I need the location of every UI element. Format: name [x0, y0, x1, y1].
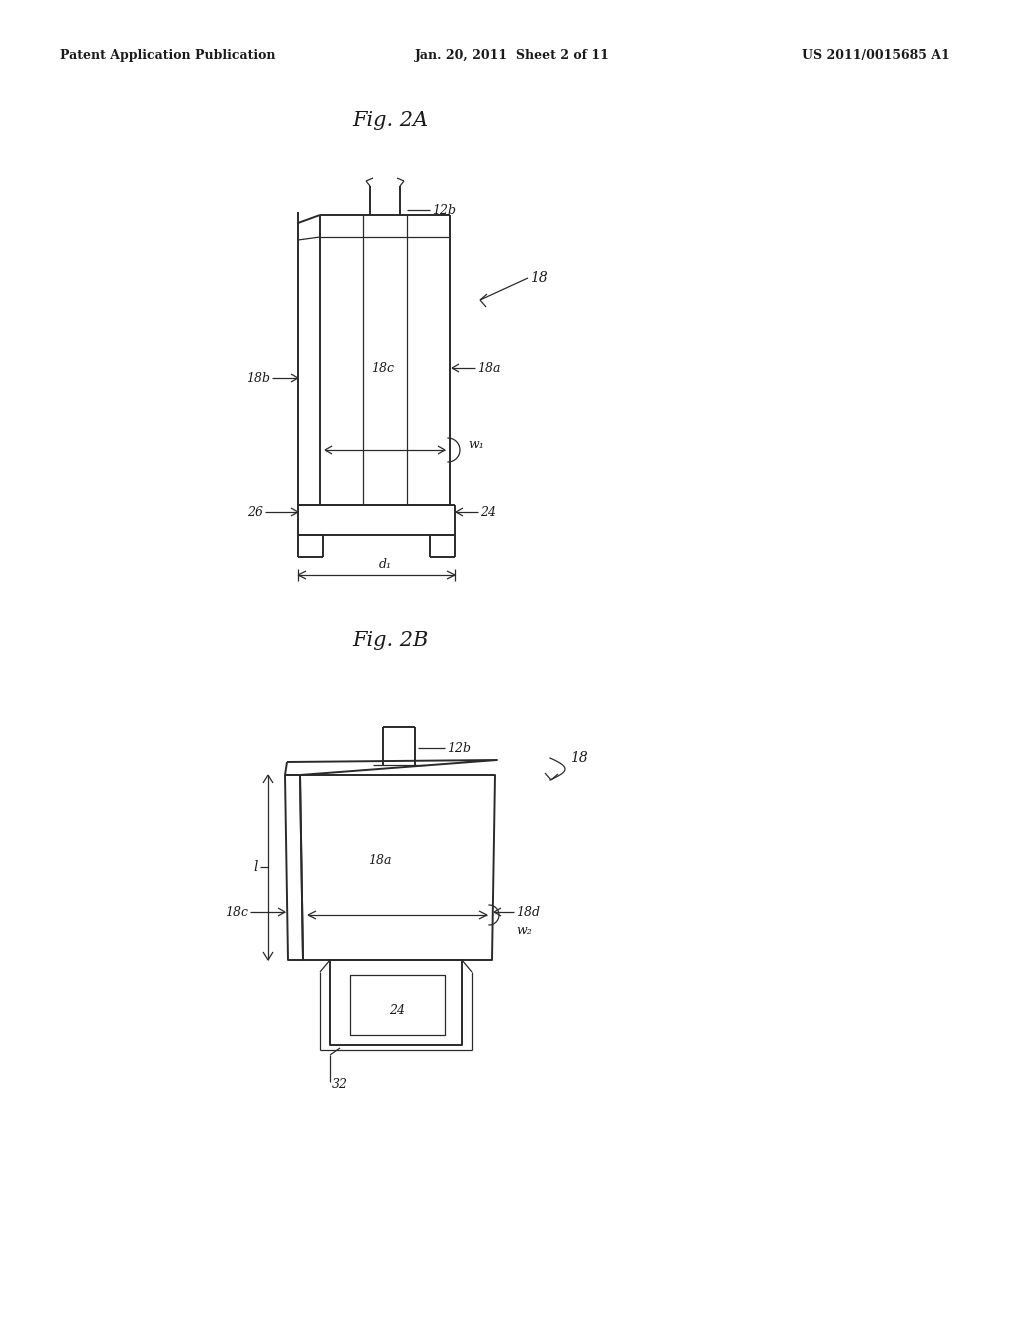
Text: w₂: w₂ — [516, 924, 531, 936]
Text: 18b: 18b — [246, 371, 270, 384]
Text: 12b: 12b — [447, 742, 471, 755]
Text: d₁: d₁ — [379, 558, 391, 572]
Text: 18c: 18c — [372, 362, 394, 375]
Text: l: l — [254, 861, 258, 874]
Text: US 2011/0015685 A1: US 2011/0015685 A1 — [802, 49, 950, 62]
Text: Jan. 20, 2011  Sheet 2 of 11: Jan. 20, 2011 Sheet 2 of 11 — [415, 49, 609, 62]
Text: 18a: 18a — [369, 854, 392, 866]
Text: 18: 18 — [570, 751, 588, 766]
Text: Patent Application Publication: Patent Application Publication — [60, 49, 275, 62]
Text: Fig. 2B: Fig. 2B — [352, 631, 428, 649]
Text: 24: 24 — [389, 1003, 406, 1016]
Text: w₁: w₁ — [468, 438, 483, 451]
Text: 18d: 18d — [516, 906, 540, 919]
Text: 26: 26 — [247, 506, 263, 519]
Text: 18a: 18a — [477, 362, 501, 375]
Text: 18: 18 — [530, 271, 548, 285]
Text: 12b: 12b — [432, 203, 456, 216]
Text: 18c: 18c — [225, 906, 248, 919]
Text: Fig. 2A: Fig. 2A — [352, 111, 428, 129]
Text: 24: 24 — [480, 506, 496, 519]
Text: 32: 32 — [332, 1078, 348, 1092]
